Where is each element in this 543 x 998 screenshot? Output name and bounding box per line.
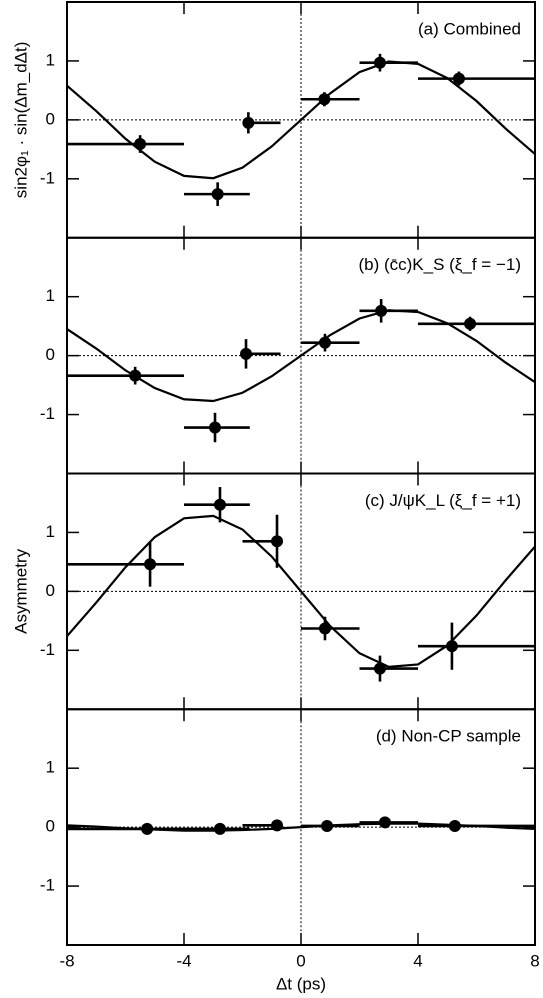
data-point: [271, 535, 284, 548]
y-tick-label: -1: [40, 168, 55, 187]
x-tick-label: 0: [296, 951, 305, 970]
panel-label: (a) Combined: [418, 19, 521, 38]
data-point: [242, 116, 255, 129]
panel-label: (d) Non-CP sample: [376, 727, 521, 746]
data-point: [373, 662, 386, 675]
y-axis-label: Asymmetry: [11, 548, 30, 634]
data-point: [213, 498, 226, 511]
y-tick-label: -1: [40, 876, 55, 895]
data-point: [144, 558, 157, 571]
data-point: [240, 347, 253, 360]
data-point: [318, 336, 331, 349]
x-tick-label: -4: [176, 951, 191, 970]
y-tick-label: 1: [46, 522, 55, 541]
y-tick-label: -1: [40, 640, 55, 659]
data-point: [318, 622, 331, 635]
data-point: [375, 304, 388, 317]
data-point: [452, 72, 465, 85]
data-point: [271, 819, 284, 832]
data-point: [464, 317, 477, 330]
y-tick-label: 1: [46, 286, 55, 305]
y-axis-label: sin2φ₁ · sin(Δm_dΔt): [11, 42, 30, 199]
data-point: [373, 56, 386, 69]
data-point: [211, 188, 224, 201]
y-tick-label: 0: [46, 109, 55, 128]
data-point: [378, 816, 391, 829]
x-tick-label: -8: [59, 951, 74, 970]
y-tick-label: 0: [46, 817, 55, 836]
fit-curve: [66, 60, 536, 180]
data-point: [209, 421, 222, 434]
x-tick-label: 8: [530, 951, 539, 970]
panel-label: (b) (c̄c)K_S (ξ_f = −1): [358, 255, 521, 274]
y-tick-label: 1: [46, 758, 55, 777]
data-point: [129, 369, 142, 382]
y-tick-label: 1: [46, 50, 55, 69]
data-point: [141, 822, 154, 835]
fit-curve: [66, 309, 536, 403]
y-tick-label: 0: [46, 581, 55, 600]
data-point: [213, 822, 226, 835]
data-point: [448, 819, 461, 832]
data-point: [321, 819, 334, 832]
x-tick-label: 4: [413, 951, 422, 970]
data-point: [134, 138, 147, 151]
panel-label: (c) J/ψK_L (ξ_f = +1): [365, 491, 521, 510]
x-axis-label: Δt (ps): [276, 974, 326, 993]
data-point: [318, 93, 331, 106]
fit-curve: [66, 514, 536, 668]
y-tick-label: -1: [40, 404, 55, 423]
data-point: [445, 640, 458, 653]
y-tick-label: 0: [46, 345, 55, 364]
